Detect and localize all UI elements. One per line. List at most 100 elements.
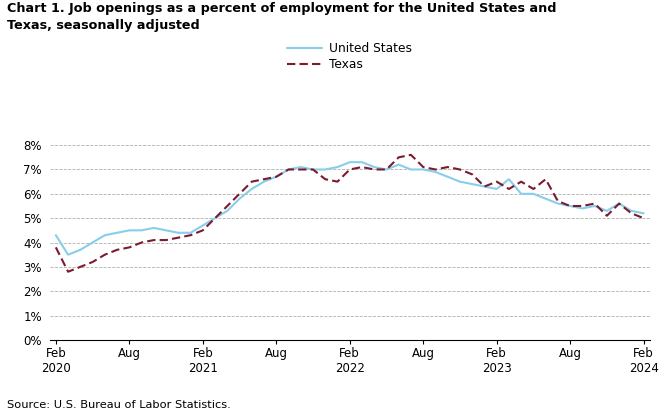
Texas: [322, 177, 330, 182]
Text: Chart 1. Job openings as a percent of employment for the United States and: Chart 1. Job openings as a percent of em…: [7, 2, 556, 15]
Texas: [89, 260, 97, 265]
United States: [235, 196, 243, 201]
Texas: [346, 167, 354, 172]
Texas: [235, 191, 243, 196]
Texas: [640, 216, 648, 221]
United States: [248, 187, 256, 192]
United States: [150, 225, 158, 230]
Texas: [493, 179, 501, 184]
United States: [174, 230, 182, 235]
Texas: [591, 201, 599, 206]
Line: Texas: Texas: [56, 155, 644, 272]
Texas: [333, 179, 341, 184]
United States: [284, 167, 292, 172]
Texas: [383, 167, 391, 172]
United States: [407, 167, 415, 172]
United States: [578, 206, 586, 211]
Texas: [284, 167, 292, 172]
United States: [627, 208, 635, 213]
Texas: [260, 177, 268, 182]
United States: [186, 230, 194, 235]
Texas: [309, 167, 317, 172]
Texas: [223, 204, 231, 208]
United States: [383, 167, 391, 172]
United States: [603, 208, 611, 213]
United States: [199, 223, 207, 228]
Texas: [52, 245, 60, 250]
Texas: [468, 172, 476, 177]
Texas: [456, 167, 464, 172]
Texas: [150, 238, 158, 243]
Text: Texas, seasonally adjusted: Texas, seasonally adjusted: [7, 19, 200, 32]
Texas: [138, 240, 146, 245]
United States: [419, 167, 427, 172]
United States: [444, 174, 452, 179]
Texas: [444, 164, 452, 169]
Texas: [113, 247, 121, 252]
Texas: [248, 179, 256, 184]
Texas: [419, 164, 427, 169]
United States: [113, 230, 121, 235]
Texas: [603, 213, 611, 218]
Texas: [174, 235, 182, 240]
United States: [554, 201, 562, 206]
United States: [505, 177, 513, 182]
Texas: [530, 187, 538, 192]
Texas: [211, 216, 219, 221]
United States: [493, 187, 501, 192]
United States: [76, 247, 84, 252]
Text: Source: U.S. Bureau of Labor Statistics.: Source: U.S. Bureau of Labor Statistics.: [7, 400, 230, 410]
United States: [640, 211, 648, 216]
Texas: [432, 167, 440, 172]
United States: [542, 196, 550, 201]
Texas: [76, 265, 84, 269]
United States: [162, 228, 170, 233]
United States: [260, 179, 268, 184]
United States: [125, 228, 133, 233]
United States: [481, 184, 489, 189]
United States: [138, 228, 146, 233]
United States: [101, 233, 109, 238]
Texas: [627, 211, 635, 216]
United States: [309, 167, 317, 172]
Texas: [394, 155, 402, 160]
Texas: [162, 238, 170, 243]
Texas: [481, 184, 489, 189]
Texas: [615, 201, 623, 206]
United States: [517, 191, 525, 196]
Texas: [272, 174, 280, 179]
Texas: [578, 204, 586, 208]
Legend: United States, Texas: United States, Texas: [288, 42, 412, 71]
Texas: [186, 233, 194, 238]
United States: [615, 201, 623, 206]
United States: [322, 167, 330, 172]
Texas: [517, 179, 525, 184]
United States: [211, 216, 219, 221]
Texas: [101, 252, 109, 257]
United States: [358, 160, 366, 165]
United States: [297, 164, 305, 169]
Texas: [554, 199, 562, 204]
Texas: [64, 269, 72, 274]
United States: [456, 179, 464, 184]
Texas: [566, 204, 574, 208]
United States: [530, 191, 538, 196]
United States: [346, 160, 354, 165]
United States: [223, 208, 231, 213]
United States: [64, 252, 72, 257]
United States: [591, 204, 599, 208]
United States: [333, 164, 341, 169]
United States: [566, 204, 574, 208]
Texas: [199, 228, 207, 233]
Line: United States: United States: [56, 162, 644, 255]
Texas: [125, 245, 133, 250]
United States: [432, 169, 440, 174]
Texas: [505, 187, 513, 192]
United States: [370, 164, 378, 169]
Texas: [370, 167, 378, 172]
United States: [89, 240, 97, 245]
United States: [394, 162, 402, 167]
United States: [468, 182, 476, 187]
Texas: [407, 152, 415, 157]
Texas: [542, 177, 550, 182]
